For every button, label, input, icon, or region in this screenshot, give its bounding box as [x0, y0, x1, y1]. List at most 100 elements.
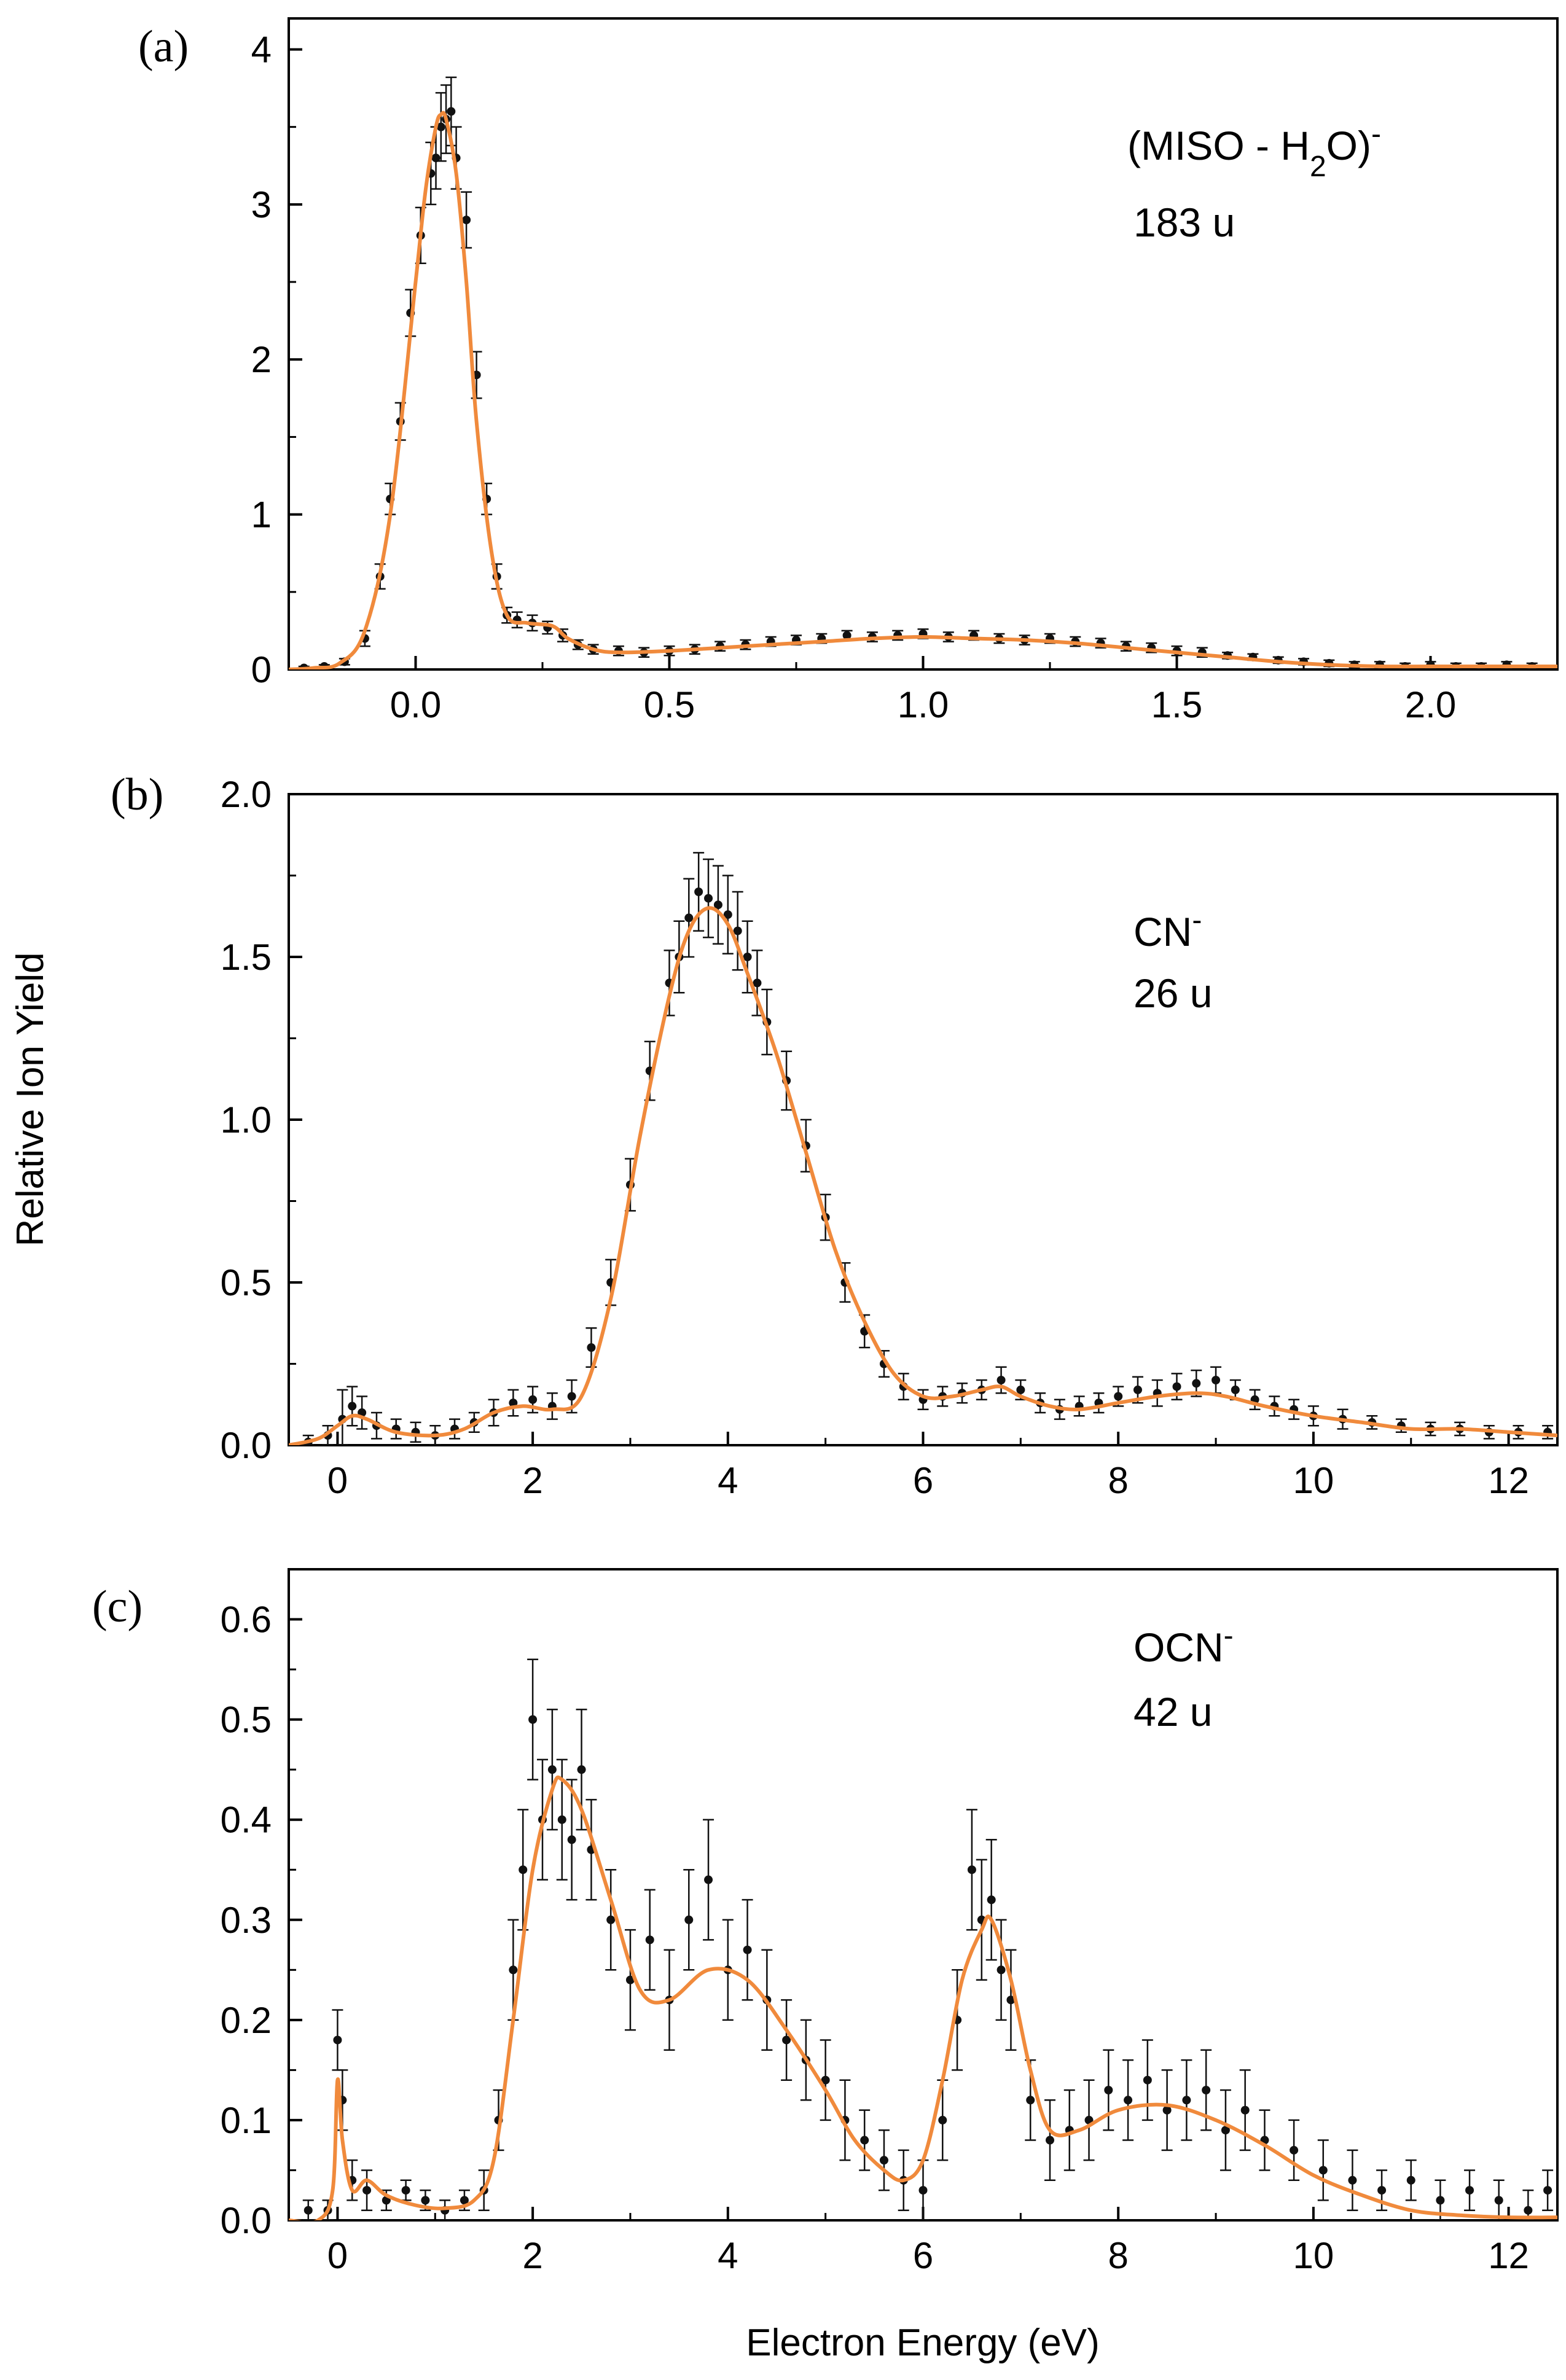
- y-tick-label-b-1: 1.0: [221, 1099, 272, 1141]
- marker-c-15: [528, 1715, 538, 1724]
- data-point-c-27: [703, 1819, 714, 1941]
- x-tick-label-b-10: 10: [1293, 1460, 1334, 1501]
- panel-letter-c: (c): [92, 1582, 143, 1632]
- data-point-b-28: [742, 920, 753, 994]
- x-tick-label-b-4: 4: [718, 1460, 738, 1501]
- plot-area-c: [289, 1658, 1557, 2220]
- data-point-c-68: [1542, 2169, 1554, 2211]
- plot-area-b: [289, 852, 1557, 1445]
- marker-c-64: [1436, 2196, 1445, 2205]
- data-point-b-3: [346, 1386, 358, 1427]
- data-point-c-7: [400, 2179, 412, 2201]
- marker-b-27: [733, 926, 742, 935]
- marker-b-25: [713, 900, 722, 910]
- marker-b-52: [1192, 1379, 1201, 1388]
- marker-c-2: [333, 2035, 342, 2045]
- x-tick-label-b-12: 12: [1488, 1460, 1529, 1501]
- data-point-c-61: [1347, 2149, 1358, 2211]
- marker-c-59: [1290, 2145, 1299, 2155]
- data-point-b-24: [703, 858, 714, 938]
- data-point-c-54: [1181, 2059, 1192, 2141]
- ion-name-c: OCN: [1133, 1625, 1224, 1670]
- y-tick-label-b-0: 0.0: [221, 1425, 272, 1466]
- data-point-b-25: [712, 865, 724, 945]
- x-tick-label-c-8: 8: [1108, 2235, 1129, 2276]
- x-tick-label-a-1_5: 1.5: [1151, 684, 1202, 725]
- marker-c-13: [509, 1965, 518, 1975]
- marker-b-53: [1212, 1376, 1221, 1384]
- marker-c-46: [1026, 2096, 1035, 2105]
- x-tick-label-c-4: 4: [718, 2235, 738, 2276]
- data-point-c-48: [1063, 2089, 1075, 2171]
- data-point-c-26: [683, 1868, 695, 1971]
- data-point-c-13: [507, 1919, 519, 2021]
- marker-c-17: [547, 1765, 557, 1774]
- x-tick-label-c-2: 2: [522, 2235, 542, 2276]
- x-tick-label-a-2: 2.0: [1405, 684, 1456, 725]
- y-tick-label-c-0_5: 0.5: [221, 1699, 272, 1741]
- x-tick-label-a-0: 0.0: [390, 684, 441, 725]
- panel-b: (b) CN- 26 u 0 2 4 6 8 10 12 0.0 0.5 1.0 1.5 2.0: [111, 770, 1559, 1501]
- data-point-c-41: [966, 1809, 977, 1931]
- plot-area-a: [289, 76, 1557, 669]
- marker-c-29: [743, 1945, 752, 1954]
- marker-c-56: [1221, 2126, 1230, 2135]
- marker-c-35: [860, 2136, 869, 2145]
- data-point-c-22: [605, 1868, 617, 1971]
- marker-c-8: [421, 2196, 430, 2205]
- marker-c-47: [1046, 2136, 1054, 2145]
- data-point-b-4: [356, 1395, 368, 1430]
- data-point-c-21: [585, 1798, 597, 1901]
- marker-b-26: [723, 910, 732, 919]
- marker-b-24: [704, 894, 713, 903]
- data-point-c-43: [985, 1839, 997, 1961]
- x-tick-label-b-6: 6: [913, 1460, 933, 1501]
- marker-b-15: [567, 1392, 576, 1401]
- marker-c-63: [1406, 2175, 1415, 2185]
- ion-label-c: OCN- 42 u: [1133, 1620, 1234, 1735]
- marker-b-28: [743, 953, 752, 961]
- data-point-a-20: [511, 611, 523, 629]
- x-tick-label-b-8: 8: [1108, 1460, 1129, 1501]
- y-tick-label-c-0_3: 0.3: [221, 1900, 272, 1941]
- marker-c-54: [1182, 2096, 1191, 2105]
- data-point-c-44: [995, 1919, 1007, 2021]
- data-point-b-9: [449, 1418, 461, 1440]
- x-tick-label-a-1: 1.0: [898, 684, 949, 725]
- data-point-a-11: [435, 92, 447, 162]
- marker-b-49: [1133, 1385, 1142, 1394]
- data-point-c-47: [1044, 2099, 1055, 2182]
- ion-charge-c: -: [1224, 1620, 1234, 1652]
- marker-c-26: [684, 1915, 694, 1924]
- marker-c-27: [704, 1875, 713, 1884]
- marker-c-18: [557, 1815, 566, 1824]
- data-point-c-2: [332, 2009, 343, 2071]
- data-point-c-56: [1220, 2089, 1231, 2171]
- marker-a-13: [447, 107, 456, 116]
- data-point-b-12: [507, 1389, 519, 1417]
- data-point-c-59: [1288, 2119, 1300, 2182]
- marker-b-3: [348, 1402, 357, 1411]
- svg-text:(MISO - H2O)-: (MISO - H2O)-: [1127, 118, 1381, 183]
- data-point-c-51: [1122, 2059, 1134, 2141]
- marker-c-0: [303, 2206, 313, 2215]
- y-tick-label-c-0_6: 0.6: [221, 1599, 272, 1641]
- x-tick-label-c-0: 0: [327, 2235, 348, 2276]
- data-point-b-52: [1191, 1369, 1202, 1397]
- data-point-c-15: [527, 1658, 539, 1781]
- data-point-c-24: [644, 1889, 656, 1991]
- panel-c: (c) OCN- 42 u 0 2 4 6 8 10 12 0.0 0.1 0.2 0.3 0.4 0.…: [92, 1568, 1559, 2276]
- data-point-c-52: [1141, 2039, 1153, 2121]
- marker-c-65: [1465, 2186, 1474, 2195]
- x-tick-label-a-0_5: 0.5: [644, 684, 695, 725]
- data-point-c-45: [1005, 1949, 1017, 2051]
- data-point-c-50: [1103, 2049, 1114, 2131]
- marker-b-51: [1172, 1382, 1181, 1391]
- y-tick-label-a-4: 4: [251, 29, 272, 70]
- data-point-b-53: [1210, 1366, 1222, 1394]
- marker-a-11: [436, 122, 445, 131]
- ion-label-a: (MISO - H2O)- 183 u: [1127, 118, 1381, 246]
- marker-b-23: [694, 888, 703, 896]
- data-point-c-17: [546, 1709, 558, 1831]
- data-point-c-19: [566, 1779, 577, 1901]
